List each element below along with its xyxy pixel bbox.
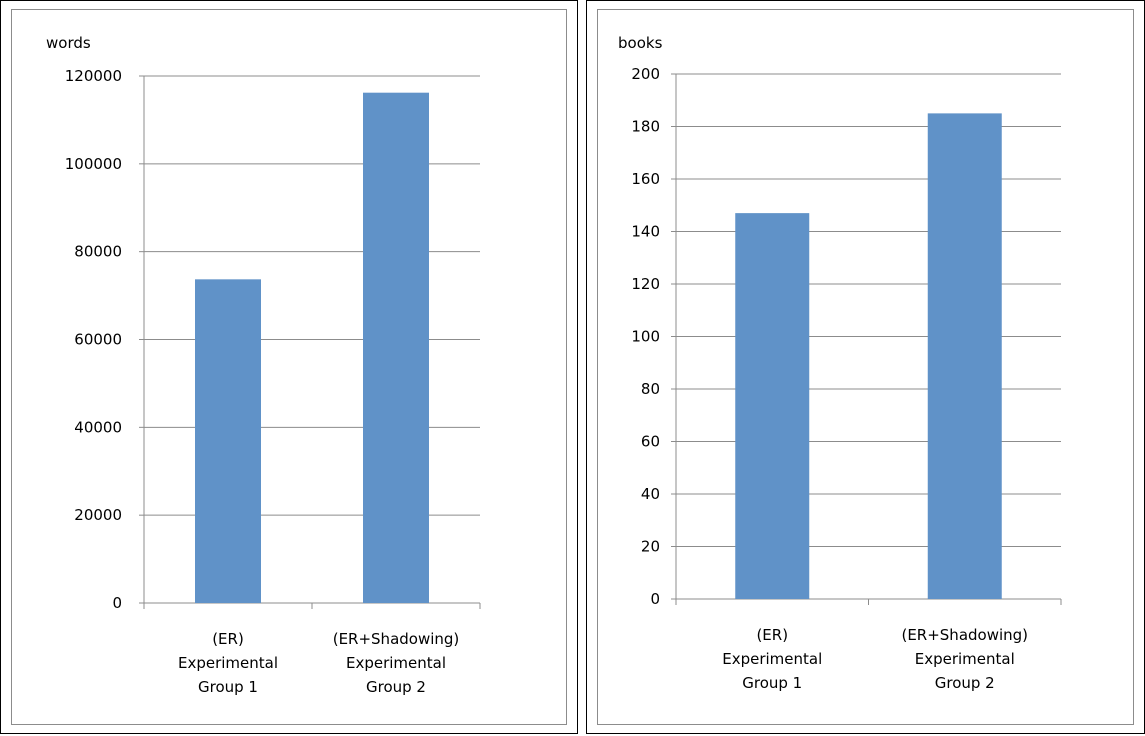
y-tick-label: 0 [112,594,122,612]
y-tick-label: 0 [650,590,660,608]
x-category-label-line: (ER) [756,626,788,644]
y-tick-label: 20000 [74,506,122,524]
y-tick-label: 140 [631,223,660,241]
x-category-label: (ER+Shadowing) Experimental Group 2 [901,626,1028,692]
y-tick-label: 120000 [65,67,122,85]
y-tick-label: 40000 [74,418,122,436]
y-tick-label: 160 [631,170,660,188]
x-category-label-line: Group 1 [742,674,802,692]
chart-frame-books: books 0 20 40 60 80 100 120 140 160 180 200 (ER) Exp… [586,0,1145,734]
x-category-label-line: Experimental [178,654,278,672]
y-tick-label: 20 [641,538,660,556]
y-unit-label: words [46,34,91,52]
y-tick-label: 180 [631,118,660,136]
bar [927,113,1002,599]
x-category-label-line: Experimental [346,654,446,672]
chart-frame-words: words 0 20000 40000 60000 80000 100000 120000 (… [0,0,578,734]
y-tick-label: 80000 [74,243,122,261]
bar [195,279,261,603]
y-tick-label: 60000 [74,331,122,349]
bar [735,213,810,599]
y-tick-label: 120 [631,275,660,293]
x-category-label-line: Group 2 [366,678,426,696]
y-tick-label: 100000 [65,155,122,173]
x-category-label: (ER) Experimental Group 1 [178,630,278,696]
x-category-label-line: Group 1 [198,678,258,696]
x-category-label-line: (ER+Shadowing) [901,626,1028,644]
x-category-label-line: Experimental [915,650,1015,668]
y-tick-label: 200 [631,65,660,83]
x-category-label: (ER) Experimental Group 1 [722,626,822,692]
chart-area-words: words 0 20000 40000 60000 80000 100000 120000 (… [11,9,567,725]
y-unit-label: books [618,34,663,52]
x-category-label: (ER+Shadowing) Experimental Group 2 [333,630,460,696]
y-tick-label: 100 [631,328,660,346]
x-category-label-line: Group 2 [935,674,995,692]
x-category-label-line: (ER) [212,630,244,648]
chart-area-books: books 0 20 40 60 80 100 120 140 160 180 200 (ER) Exp… [597,9,1134,725]
x-category-label-line: Experimental [722,650,822,668]
bar-chart-books: books 0 20 40 60 80 100 120 140 160 180 200 (ER) Exp… [618,34,1062,692]
y-tick-label: 80 [641,380,660,398]
y-tick-label: 40 [641,485,660,503]
x-category-label-line: (ER+Shadowing) [333,630,460,648]
bar-chart-words: words 0 20000 40000 60000 80000 100000 120000 (… [46,34,481,696]
y-tick-label: 60 [641,433,660,451]
bar [363,92,429,604]
